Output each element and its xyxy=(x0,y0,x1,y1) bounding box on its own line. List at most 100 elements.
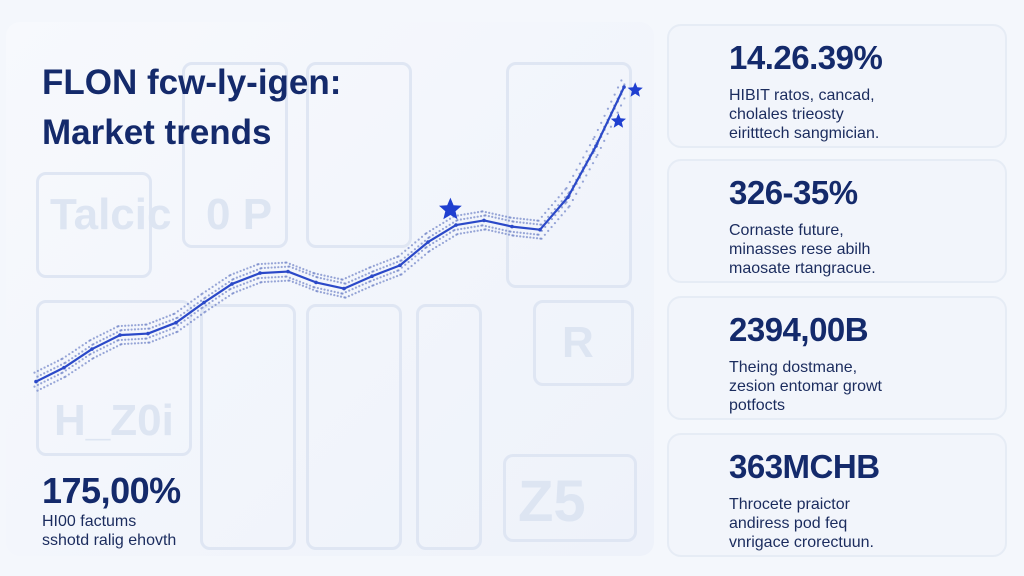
halo-dot xyxy=(102,351,105,355)
data-point xyxy=(62,365,66,370)
halo-dot xyxy=(428,236,431,239)
halo-dot xyxy=(417,245,420,248)
halo-dot xyxy=(46,384,49,387)
halo-dot xyxy=(358,271,361,274)
halo-dot xyxy=(354,278,357,281)
halo-dot xyxy=(288,276,291,279)
halo-dot xyxy=(410,250,413,254)
ghost-box xyxy=(36,172,152,278)
halo-dot xyxy=(519,231,522,234)
halo-dot xyxy=(389,272,392,275)
halo-dot xyxy=(204,304,207,307)
halo-dot xyxy=(84,362,87,365)
halo-dot xyxy=(161,322,165,325)
halo-dot xyxy=(326,275,330,278)
halo-dot xyxy=(568,205,571,208)
halo-dot xyxy=(127,338,130,341)
halo-dot xyxy=(351,279,354,282)
halo-dot xyxy=(67,373,70,376)
halo-dot xyxy=(497,217,501,220)
halo-dot xyxy=(49,368,53,372)
halo-dot xyxy=(292,264,295,267)
ghost-box xyxy=(36,300,192,456)
halo-dot xyxy=(168,333,171,336)
halo-dot xyxy=(140,341,143,345)
halo-dot xyxy=(507,233,511,236)
halo-dot xyxy=(99,339,102,342)
halo-dot xyxy=(199,313,203,316)
halo-dot xyxy=(158,332,162,335)
halo-dot xyxy=(501,214,504,217)
line-chart xyxy=(33,79,643,392)
halo-dot xyxy=(232,286,235,289)
halo-dot xyxy=(133,342,137,345)
halo-dot xyxy=(277,280,280,283)
halo-dot xyxy=(333,290,336,293)
halo-dot xyxy=(295,268,298,271)
halo-dot xyxy=(341,278,344,281)
halo-dot xyxy=(273,280,277,283)
halo-dot xyxy=(448,237,451,240)
halo-dot xyxy=(519,217,522,220)
halo-dot xyxy=(470,212,473,215)
halo-dot xyxy=(529,218,532,221)
halo-dot xyxy=(535,237,539,240)
halo-dot xyxy=(563,210,567,213)
halo-dot xyxy=(274,262,277,265)
halo-dot xyxy=(456,232,459,236)
halo-dot xyxy=(519,235,522,238)
halo-dot xyxy=(267,262,270,265)
halo-dot xyxy=(239,275,242,278)
halo-dot xyxy=(99,347,102,351)
halo-dot xyxy=(504,232,507,235)
halo-dot xyxy=(441,241,445,245)
halo-dot xyxy=(313,272,316,275)
halo-dot xyxy=(64,375,67,378)
halo-dot xyxy=(112,327,116,330)
halo-dot xyxy=(102,337,105,341)
halo-dot xyxy=(257,277,260,280)
halo-dot xyxy=(420,256,423,259)
ghost-box xyxy=(503,454,637,542)
halo-dot xyxy=(473,225,476,228)
ghost-label: Talcic xyxy=(50,190,172,239)
halo-dot xyxy=(375,282,378,285)
halo-dot xyxy=(547,229,550,232)
halo-dot xyxy=(603,139,606,142)
halo-dot xyxy=(382,266,385,269)
halo-dot xyxy=(217,287,221,290)
halo-dot xyxy=(53,367,56,370)
halo-dot xyxy=(585,174,588,177)
halo-dot xyxy=(361,275,364,278)
halo-dot xyxy=(305,269,308,272)
halo-dot xyxy=(168,314,172,317)
halo-dot xyxy=(537,219,540,222)
halo-dot xyxy=(372,278,375,281)
halo-dot xyxy=(428,229,431,233)
halo-dot xyxy=(316,290,319,293)
halo-dot xyxy=(494,227,498,230)
halo-dot xyxy=(53,381,56,384)
halo-dot xyxy=(130,328,133,331)
halo-dot xyxy=(460,227,463,231)
halo-dot xyxy=(134,338,137,341)
halo-dot xyxy=(319,291,322,294)
halo-dot xyxy=(115,345,119,348)
halo-dot xyxy=(193,304,196,307)
halo-dot xyxy=(189,320,193,324)
halo-dot xyxy=(515,234,518,238)
halo-dot xyxy=(196,295,200,298)
halo-dot xyxy=(445,233,448,236)
halo-dot xyxy=(445,225,448,228)
halo-dot xyxy=(547,221,550,225)
halo-dot xyxy=(547,207,550,211)
desc-line: sshotd ralig ehovth xyxy=(42,532,177,549)
data-point xyxy=(174,320,178,325)
halo-dot xyxy=(600,121,603,124)
halo-dot xyxy=(407,246,410,250)
halo-dot xyxy=(435,231,438,235)
halo-dot xyxy=(550,225,553,229)
halo-dot xyxy=(298,269,301,272)
halo-dot xyxy=(302,267,305,271)
halo-dot xyxy=(56,365,59,368)
